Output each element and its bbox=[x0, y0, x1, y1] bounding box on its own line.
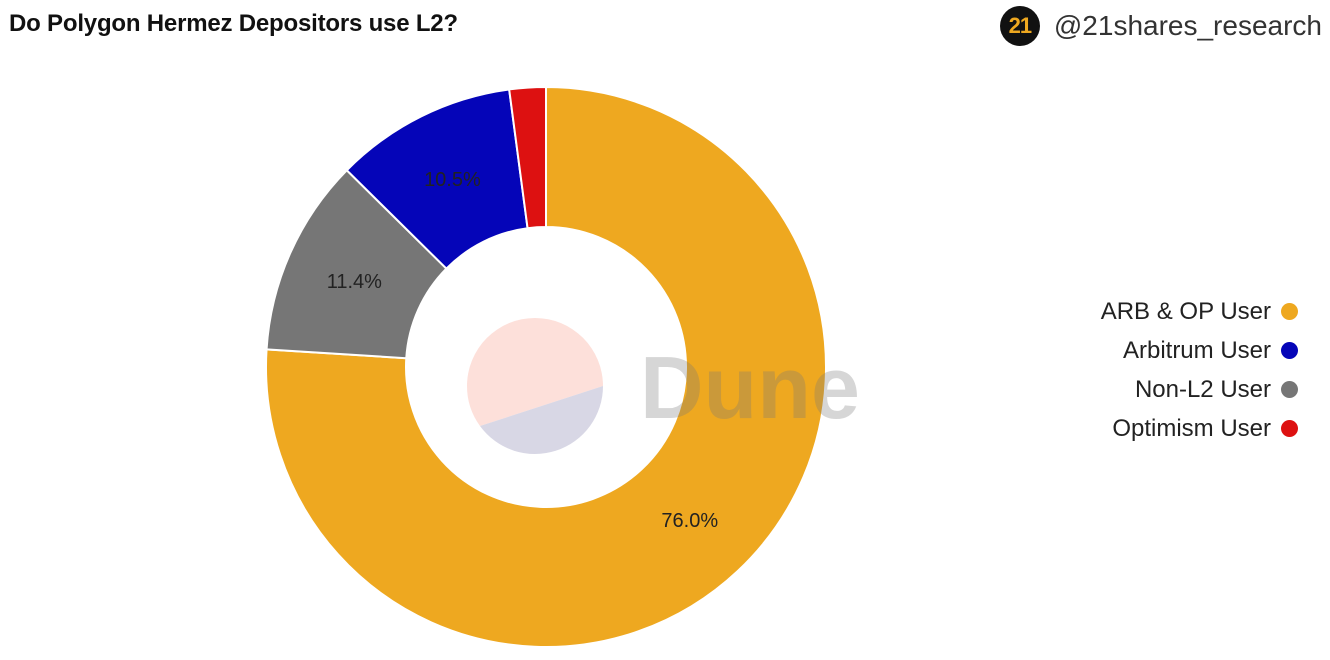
brand: 21 @21shares_research bbox=[999, 6, 1322, 46]
slice-value-label: 10.5% bbox=[424, 169, 481, 191]
legend-item: Optimism User bbox=[1101, 409, 1298, 448]
chart-title: Do Polygon Hermez Depositors use L2? bbox=[9, 10, 458, 37]
dune-watermark-icon: Dune bbox=[467, 318, 860, 455]
21shares-logo-icon: 21 bbox=[999, 6, 1040, 46]
chart-legend: ARB & OP User Arbitrum User Non-L2 User Opt… bbox=[1101, 292, 1298, 448]
dune-watermark-text: Dune bbox=[640, 338, 860, 437]
brand-handle: @21shares_research bbox=[1053, 10, 1322, 41]
slice-optimism-user bbox=[508, 85, 547, 230]
legend-dot-icon bbox=[1281, 381, 1298, 398]
legend-label: Arbitrum User bbox=[1122, 336, 1271, 364]
legend-dot-icon bbox=[1281, 303, 1298, 320]
legend-label: Optimism User bbox=[1112, 414, 1271, 442]
slice-value-label: 11.4% bbox=[327, 271, 382, 293]
legend-dot-icon bbox=[1281, 342, 1298, 359]
slice-value-label: 76.0% bbox=[661, 510, 718, 532]
legend-item: Non-L2 User bbox=[1101, 370, 1298, 409]
legend-item: Arbitrum User bbox=[1101, 331, 1298, 370]
legend-label: ARB & OP User bbox=[1100, 297, 1271, 325]
slice-arb-op-user bbox=[265, 85, 827, 648]
legend-label: Non-L2 User bbox=[1134, 375, 1271, 403]
legend-dot-icon bbox=[1281, 420, 1298, 437]
legend-item: ARB & OP User bbox=[1101, 292, 1298, 331]
